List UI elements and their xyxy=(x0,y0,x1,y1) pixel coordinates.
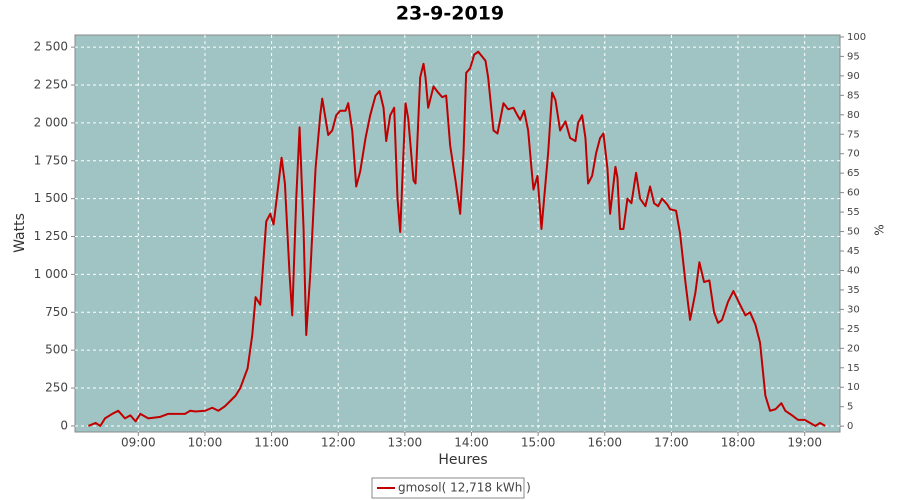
y2-tick-label: 10 xyxy=(847,382,860,393)
x-tick-label: 10:00 xyxy=(188,436,223,450)
y-tick-label: 1 000 xyxy=(34,267,68,281)
y-axis-label: Watts xyxy=(12,213,28,253)
y-tick-label: 1 750 xyxy=(34,153,68,167)
y2-tick-label: 75 xyxy=(847,129,860,140)
y-tick-label: 500 xyxy=(45,343,68,357)
y2-tick-label: 70 xyxy=(847,149,860,160)
y2-tick-label: 90 xyxy=(847,71,860,82)
y2-tick-label: 100 xyxy=(847,32,866,43)
y2-tick-label: 30 xyxy=(847,304,860,315)
y2-tick-label: 5 xyxy=(847,402,853,413)
y-tick-label: 2 500 xyxy=(34,40,68,54)
legend-label: gmosol( 12,718 kWh ) xyxy=(398,481,531,495)
x-tick-label: 11:00 xyxy=(254,436,289,450)
y2-tick-label: 15 xyxy=(847,363,860,374)
y2-tick-label: 55 xyxy=(847,207,860,218)
chart-title: 23-9-2019 xyxy=(396,3,504,25)
legend-box xyxy=(371,477,525,499)
y2-tick-label: 25 xyxy=(847,324,860,335)
y-tick-label: 250 xyxy=(45,381,68,395)
y2-tick-label: 85 xyxy=(847,90,860,101)
y2-tick-label: 45 xyxy=(847,246,860,257)
y2-tick-label: 80 xyxy=(847,110,860,121)
x-tick-label: 19:00 xyxy=(787,436,822,450)
x-tick-label: 13:00 xyxy=(388,436,423,450)
y-tick-label: 750 xyxy=(45,305,68,319)
x-tick-label: 17:00 xyxy=(654,436,689,450)
y2-tick-label: 60 xyxy=(847,188,860,199)
y2-tick-label: 95 xyxy=(847,51,860,62)
y-tick-label: 1 500 xyxy=(34,191,68,205)
x-tick-label: 12:00 xyxy=(321,436,356,450)
x-tick-label: 09:00 xyxy=(121,436,156,450)
y-tick-label: 1 250 xyxy=(34,229,68,243)
legend: gmosol( 12,718 kWh ) xyxy=(371,477,531,499)
y2-tick-label: 0 xyxy=(847,421,853,432)
plot-area xyxy=(74,34,841,433)
x-tick-label: 16:00 xyxy=(587,436,622,450)
y2-tick-label: 40 xyxy=(847,265,860,276)
y2-tick-label: 50 xyxy=(847,227,860,238)
y2-tick-label: 35 xyxy=(847,285,860,296)
x-tick-label: 14:00 xyxy=(454,436,489,450)
y-tick-label: 2 000 xyxy=(34,115,68,129)
y-tick-label: 2 250 xyxy=(34,78,68,92)
y2-tick-label: 20 xyxy=(847,343,860,354)
x-tick-label: 18:00 xyxy=(721,436,756,450)
y2-tick-label: 65 xyxy=(847,168,860,179)
data-line xyxy=(87,50,826,427)
y-tick-label: 0 xyxy=(60,418,68,432)
y2-axis-label: % xyxy=(873,224,887,235)
x-axis-label: Heures xyxy=(438,452,487,468)
x-tick-label: 15:00 xyxy=(521,436,556,450)
